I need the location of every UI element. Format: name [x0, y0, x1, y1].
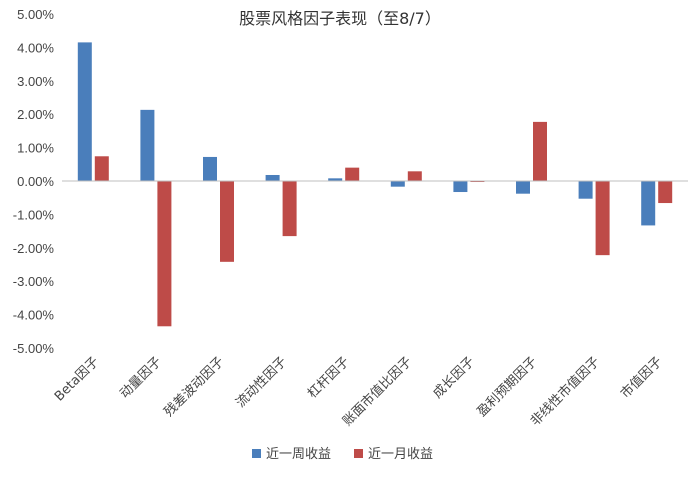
x-category-label: 残差波动因子	[162, 354, 228, 420]
bar-month	[595, 181, 610, 256]
bar-month	[282, 181, 297, 237]
bar-week	[203, 156, 217, 181]
legend-swatch	[252, 449, 261, 458]
bar-week	[265, 174, 280, 181]
bar-month	[470, 181, 485, 183]
bar-week	[140, 109, 155, 181]
legend: 近一周收益 近一月收益	[252, 447, 433, 462]
bar-marks	[77, 42, 673, 327]
y-tick-label: 4.00%	[17, 40, 54, 55]
bar-week	[641, 181, 656, 226]
y-tick-label: 2.00%	[17, 107, 54, 122]
bar-month	[157, 181, 172, 327]
x-category-label: 市值因子	[617, 354, 665, 402]
x-category-label: 成长因子	[430, 354, 477, 401]
x-category-label: 动量因子	[117, 354, 164, 401]
y-tick-label: -1.00%	[13, 207, 55, 222]
y-axis-ticks: 5.00% 4.00% 3.00% 2.00% 1.00% 0.00% -1.00% -2.0…	[13, 7, 55, 356]
bar-week	[77, 42, 92, 181]
y-tick-label: -3.00%	[13, 274, 55, 289]
x-category-label: 杠杆因子	[304, 354, 352, 402]
legend-label: 近一周收益	[266, 447, 331, 462]
bar-month	[220, 181, 234, 262]
y-tick-label: 5.00%	[17, 7, 54, 22]
legend-swatch	[354, 449, 363, 458]
bar-week	[453, 181, 468, 193]
bar-month	[658, 181, 673, 204]
chart-title: 股票风格因子表现（至8/7）	[239, 9, 441, 28]
legend-label: 近一月收益	[368, 447, 433, 462]
bar-month	[407, 171, 422, 181]
bar-week	[390, 181, 405, 187]
x-category-label: Beta因子	[52, 354, 102, 404]
y-tick-label: 1.00%	[17, 141, 54, 156]
y-tick-label: -5.00%	[13, 341, 55, 356]
x-category-label: 盈利预期因子	[475, 354, 541, 420]
bar-month	[533, 121, 547, 181]
bar-week	[328, 178, 343, 181]
y-tick-label: 0.00%	[17, 174, 54, 189]
bar-month	[345, 167, 360, 181]
bar-week	[516, 181, 530, 194]
y-tick-label: -2.00%	[13, 241, 55, 256]
bar-week	[578, 181, 593, 199]
y-tick-label: -4.00%	[13, 308, 55, 323]
x-category-label: 流动性因子	[233, 354, 290, 411]
bar-month	[94, 156, 109, 181]
y-tick-label: 3.00%	[17, 74, 54, 89]
